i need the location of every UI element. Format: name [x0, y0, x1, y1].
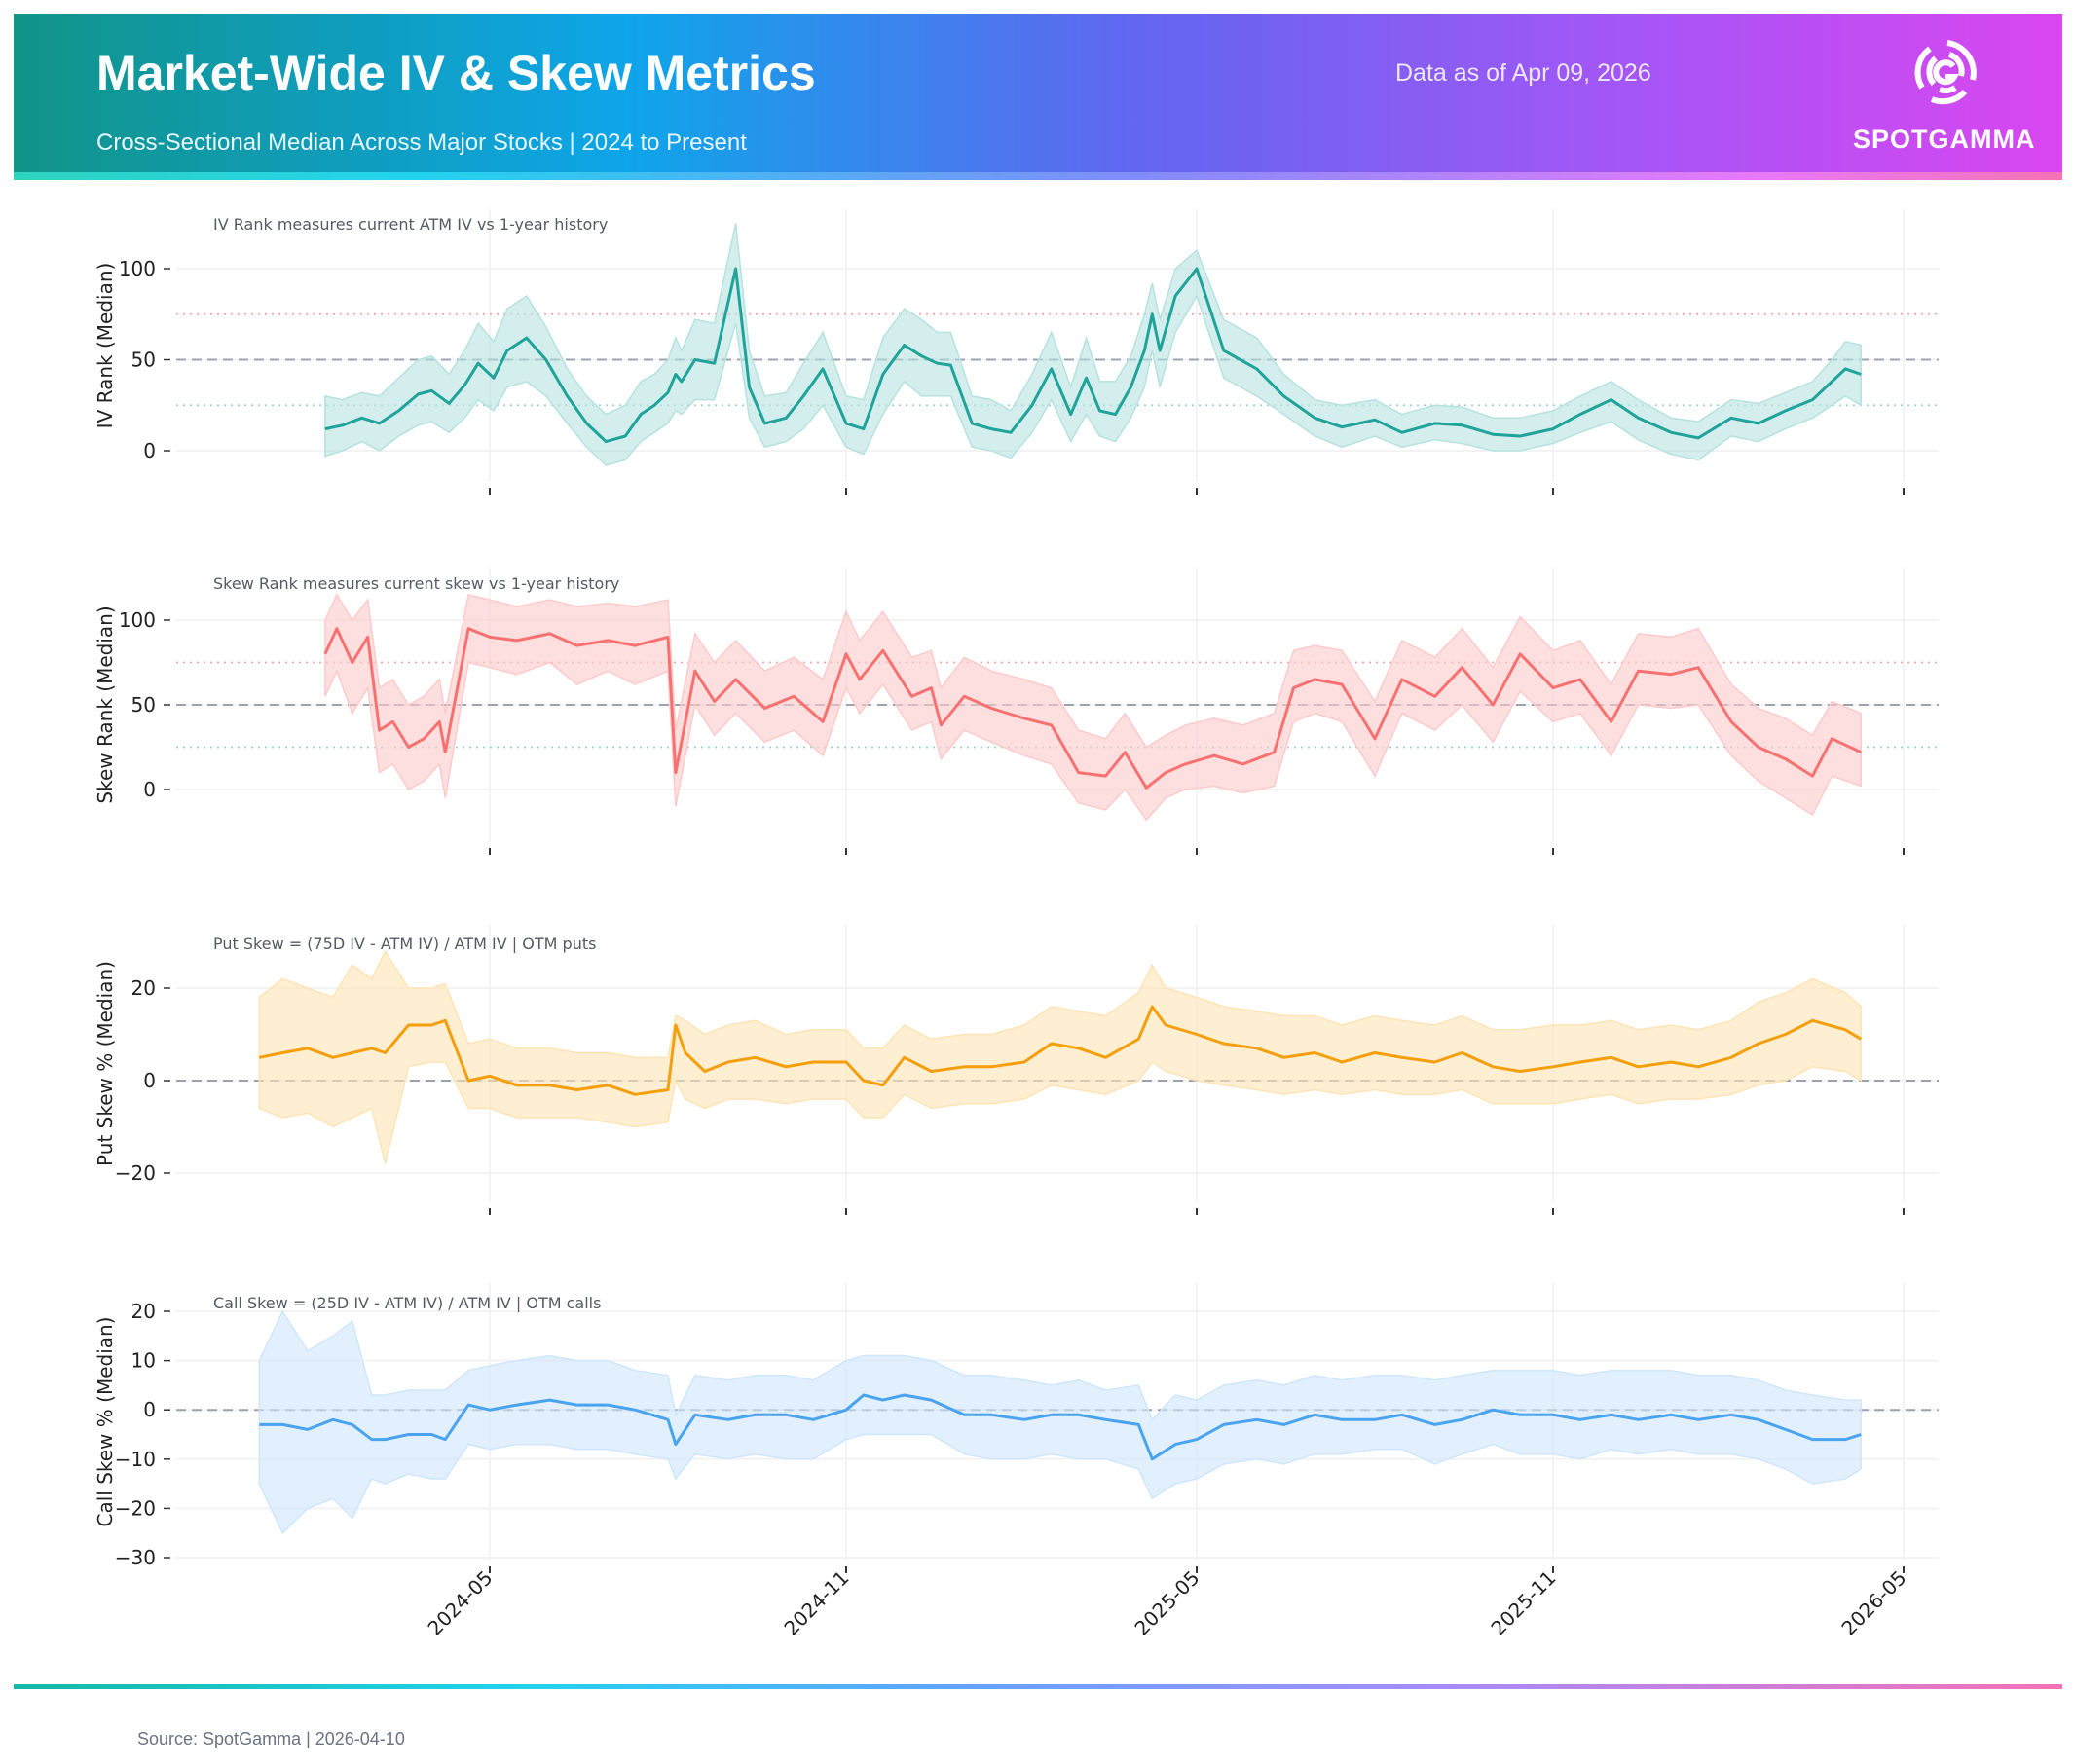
confidence-band-area — [258, 1309, 1862, 1534]
header-accent-strip — [14, 172, 2062, 180]
header-banner — [14, 14, 2062, 172]
y-tick-label: 0 — [143, 1069, 156, 1092]
panel-annotation: Call Skew = (25D IV - ATM IV) / ATM IV |… — [213, 1294, 601, 1312]
panel-annotation: Skew Rank measures current skew vs 1-yea… — [213, 574, 619, 593]
y-tick-label: 0 — [143, 1398, 156, 1421]
y-tick-label: 50 — [131, 693, 156, 717]
spotgamma-logo-icon — [1914, 40, 1977, 105]
x-tick-label: 2026-05 — [1836, 1566, 1910, 1640]
y-tick-label: −20 — [115, 1496, 156, 1520]
x-tick-label: 2025-11 — [1486, 1566, 1560, 1640]
source-note: Source: SpotGamma | 2026-04-10 — [137, 1729, 405, 1748]
y-tick-label: 100 — [119, 608, 156, 632]
y-tick-label: 100 — [119, 257, 156, 280]
confidence-band-area — [258, 949, 1862, 1164]
y-axis-label: IV Rank (Median) — [93, 263, 117, 429]
page-title: Market-Wide IV & Skew Metrics — [96, 46, 816, 100]
brand-wordmark: SPOTGAMMA — [1853, 125, 2036, 154]
y-tick-label: 10 — [131, 1349, 156, 1373]
confidence-band-area — [324, 593, 1862, 822]
y-tick-label: 20 — [131, 976, 156, 1000]
panel-iv-rank: 0 50 100 IV Rank measures current ATM IV vs… — [93, 209, 1939, 495]
y-axis-label: Call Skew % (Median) — [93, 1317, 117, 1527]
panel-annotation: Put Skew = (75D IV - ATM IV) / ATM IV | … — [213, 935, 596, 953]
confidence-band-area — [324, 223, 1862, 466]
y-tick-label: −20 — [115, 1161, 156, 1185]
panel-skew-rank: 0 50 100 Skew Rank measures current skew vs… — [93, 568, 1939, 855]
y-tick-label: 0 — [143, 439, 156, 462]
panel-call-skew: −30 −20 −10 0 10 20 Call Skew = (25D IV - ATM … — [93, 1283, 1939, 1573]
y-tick-label: −30 — [115, 1546, 156, 1569]
y-tick-label: 20 — [131, 1300, 156, 1323]
y-axis-label: Put Skew % (Median) — [93, 961, 117, 1166]
data-as-of: Data as of Apr 09, 2026 — [1395, 59, 1651, 87]
y-axis-label: Skew Rank (Median) — [93, 606, 117, 803]
median-line — [259, 1393, 1862, 1461]
footer-accent-strip — [14, 1684, 2062, 1689]
y-tick-label: −10 — [115, 1448, 156, 1471]
panel-put-skew: −20 0 20 Put Skew = (75D IV - ATM IV) / ATM… — [93, 925, 1939, 1215]
y-tick-label: 50 — [131, 349, 156, 372]
panel-annotation: IV Rank measures current ATM IV vs 1-yea… — [213, 215, 608, 234]
page-subtitle: Cross-Sectional Median Across Major Stoc… — [96, 129, 747, 156]
x-tick-label: 2025-05 — [1130, 1566, 1204, 1640]
y-tick-label: 0 — [143, 778, 156, 801]
x-tick-label: 2024-05 — [423, 1566, 497, 1640]
x-tick-label: 2024-11 — [779, 1566, 853, 1640]
